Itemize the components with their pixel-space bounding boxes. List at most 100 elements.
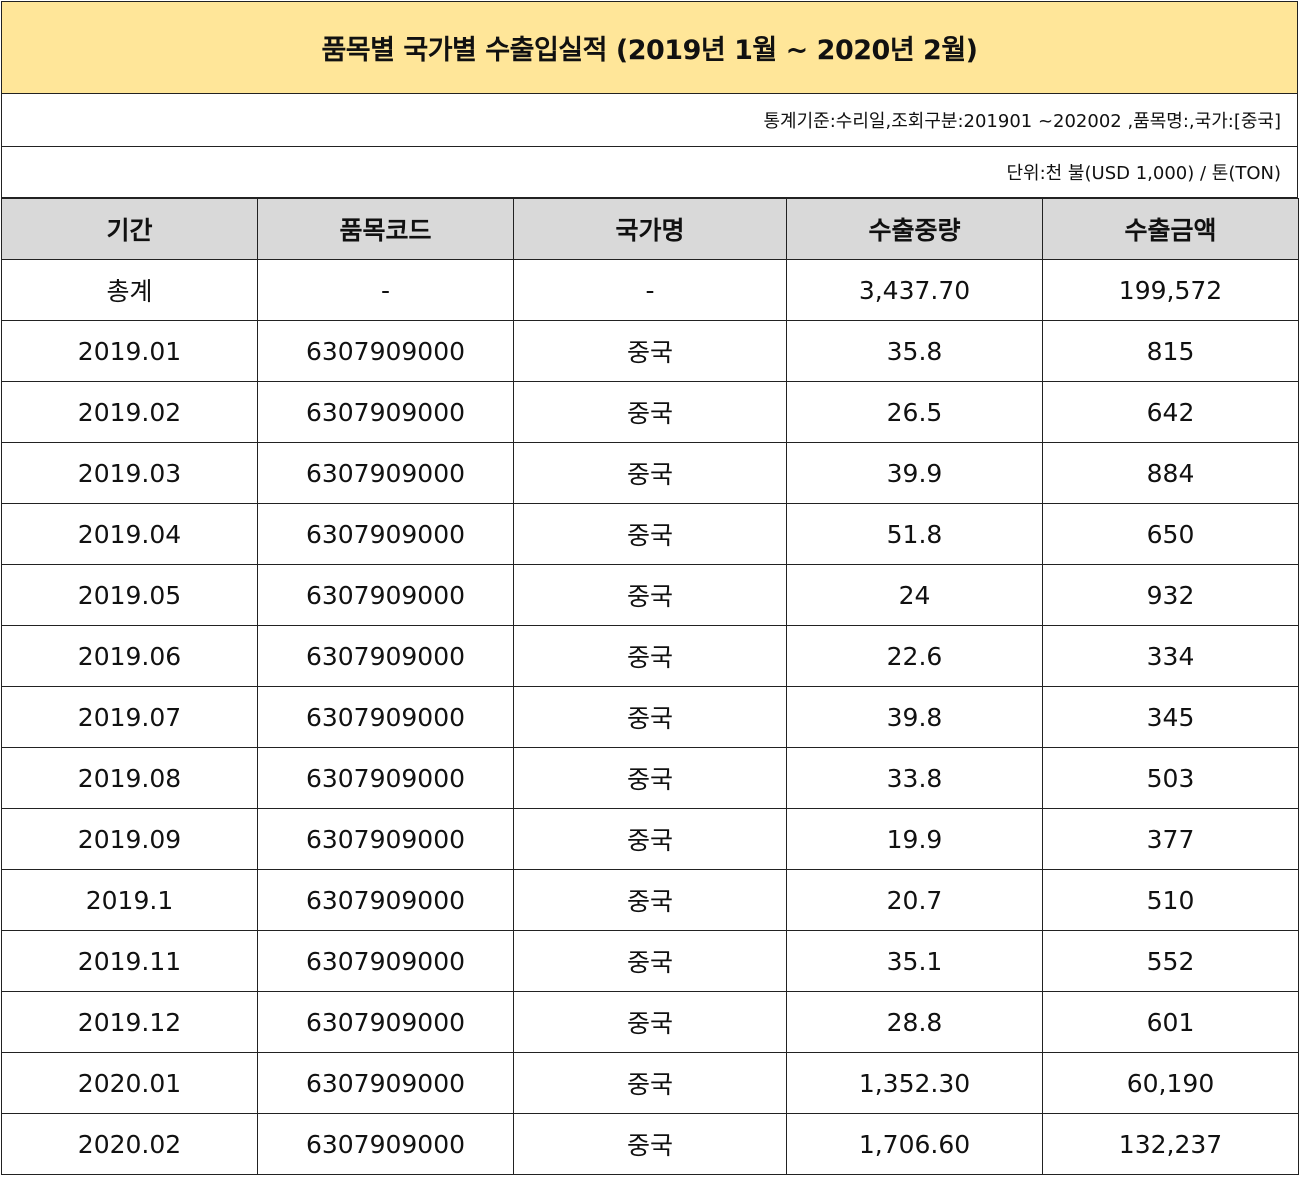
cell-export-weight: 35.8 [786,320,1043,382]
table-row: 2019.11 6307909000 중국 35.1 552 [1,930,1299,992]
header-country: 국가명 [513,198,787,260]
cell-item-code: 6307909000 [257,564,514,626]
cell-period: 2019.1 [1,869,258,931]
header-export-amount: 수출금액 [1042,198,1299,260]
cell-export-weight: 20.7 [786,869,1043,931]
cell-export-weight: 35.1 [786,930,1043,992]
cell-export-amount: 552 [1042,930,1299,992]
cell-export-amount: 510 [1042,869,1299,931]
cell-export-amount: 815 [1042,320,1299,382]
cell-country: 중국 [513,869,787,931]
cell-export-weight: 51.8 [786,503,1043,565]
cell-export-weight: 39.8 [786,686,1043,748]
table-row: 2019.09 6307909000 중국 19.9 377 [1,808,1299,870]
cell-country: 중국 [513,503,787,565]
table-row: 2019.07 6307909000 중국 39.8 345 [1,686,1299,748]
cell-item-code: 6307909000 [257,442,514,504]
header-item-code: 품목코드 [257,198,514,260]
cell-export-amount: 650 [1042,503,1299,565]
cell-export-amount: 334 [1042,625,1299,687]
export-table: 기간 품목코드 국가명 수출중량 수출금액 총계 - -3,437.70 199,57… [1,198,1299,1175]
cell-export-weight: 22.6 [786,625,1043,687]
cell-export-amount: 199,572 [1042,259,1299,321]
cell-item-code: 6307909000 [257,381,514,443]
cell-export-weight: 28.8 [786,991,1043,1053]
cell-export-amount: 601 [1042,991,1299,1053]
total-row: 총계 - -3,437.70 199,572 [1,259,1299,321]
cell-period: 2019.11 [1,930,258,992]
cell-country: 중국 [513,1052,787,1114]
cell-export-weight: 1,706.60 [786,1113,1043,1175]
cell-country: - [513,259,787,321]
cell-country: 중국 [513,381,787,443]
cell-period: 2019.02 [1,381,258,443]
cell-export-amount: 132,237 [1042,1113,1299,1175]
cell-item-code: 6307909000 [257,869,514,931]
table-row: 2019.05 6307909000 중국 24 932 [1,564,1299,626]
cell-export-amount: 345 [1042,686,1299,748]
cell-export-weight: 26.5 [786,381,1043,443]
header-row: 기간 품목코드 국가명 수출중량 수출금액 [1,198,1299,260]
cell-item-code: 6307909000 [257,1052,514,1114]
cell-item-code: 6307909000 [257,320,514,382]
query-criteria: 통계기준:수리일,조회구분:201901 ~202002 ,품목명:,국가:[중… [1,94,1298,147]
unit-note: 단위:천 불(USD 1,000) / 톤(TON) [1,147,1298,198]
cell-period: 2019.12 [1,991,258,1053]
cell-item-code: 6307909000 [257,991,514,1053]
cell-export-weight: 1,352.30 [786,1052,1043,1114]
cell-period: 2019.07 [1,686,258,748]
cell-period: 2019.06 [1,625,258,687]
table-row: 2019.12 6307909000 중국 28.8 601 [1,991,1299,1053]
cell-period: 총계 [1,259,258,321]
cell-item-code: 6307909000 [257,686,514,748]
cell-country: 중국 [513,808,787,870]
table-row: 2019.01 6307909000 중국 35.8 815 [1,320,1299,382]
cell-period: 2020.02 [1,1113,258,1175]
cell-period: 2019.09 [1,808,258,870]
cell-item-code: - [257,259,514,321]
report-title: 품목별 국가별 수출입실적 (2019년 1월 ~ 2020년 2월) [1,1,1298,94]
table-row: 2019.02 6307909000 중국 26.5 642 [1,381,1299,443]
table-body: 총계 - -3,437.70 199,572 2019.01 6307909000 중국 35… [1,259,1299,1175]
cell-item-code: 6307909000 [257,747,514,809]
cell-country: 중국 [513,442,787,504]
cell-country: 중국 [513,747,787,809]
cell-export-amount: 932 [1042,564,1299,626]
cell-item-code: 6307909000 [257,930,514,992]
cell-country: 중국 [513,991,787,1053]
table-row: 2019.03 6307909000 중국 39.9 884 [1,442,1299,504]
cell-export-weight: 19.9 [786,808,1043,870]
cell-item-code: 6307909000 [257,625,514,687]
cell-period: 2019.05 [1,564,258,626]
cell-export-amount: 60,190 [1042,1052,1299,1114]
table-row: 2019.04 6307909000 중국 51.8 650 [1,503,1299,565]
header-export-weight: 수출중량 [786,198,1043,260]
cell-period: 2019.04 [1,503,258,565]
cell-export-amount: 642 [1042,381,1299,443]
table-row: 2020.01 6307909000 중국 1,352.30 60,190 [1,1052,1299,1114]
table-row: 2019.1 6307909000 중국 20.7 510 [1,869,1299,931]
cell-export-amount: 503 [1042,747,1299,809]
cell-country: 중국 [513,686,787,748]
header-period: 기간 [1,198,258,260]
cell-export-weight: 33.8 [786,747,1043,809]
cell-country: 중국 [513,930,787,992]
cell-export-amount: 884 [1042,442,1299,504]
table-row: 2019.06 6307909000 중국 22.6 334 [1,625,1299,687]
cell-period: 2019.01 [1,320,258,382]
cell-country: 중국 [513,625,787,687]
cell-export-weight: 24 [786,564,1043,626]
cell-export-weight: 39.9 [786,442,1043,504]
cell-item-code: 6307909000 [257,1113,514,1175]
cell-period: 2020.01 [1,1052,258,1114]
cell-export-amount: 377 [1042,808,1299,870]
cell-period: 2019.03 [1,442,258,504]
cell-export-weight: 3,437.70 [786,259,1043,321]
cell-country: 중국 [513,564,787,626]
cell-item-code: 6307909000 [257,503,514,565]
cell-period: 2019.08 [1,747,258,809]
cell-country: 중국 [513,1113,787,1175]
table-row: 2020.02 6307909000 중국 1,706.60 132,237 [1,1113,1299,1175]
cell-country: 중국 [513,320,787,382]
